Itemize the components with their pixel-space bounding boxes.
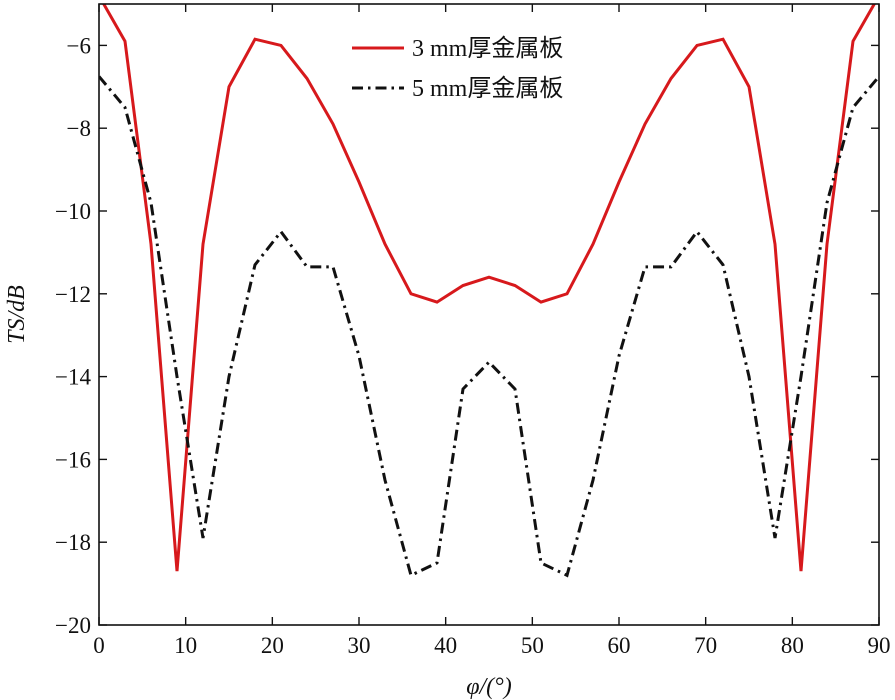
legend: 3 mm厚金属板 5 mm厚金属板: [352, 35, 563, 102]
y-tick-label: −8: [67, 116, 91, 141]
x-tick-label: 10: [174, 633, 197, 658]
y-tick-label: −6: [67, 33, 91, 58]
plot-frame: [98, 3, 880, 626]
legend-label-2: 5 mm厚金属板: [412, 75, 563, 102]
y-tick-label: −10: [55, 199, 91, 224]
y-tick-label: −12: [55, 282, 91, 307]
y-tick-label: −18: [55, 530, 91, 555]
axes: 0 10 20 30 40 50 60 70 80 90 −20 −18 −16 −14 −12 −10 −8 −…: [55, 3, 891, 658]
x-axis-title: φ/(°): [466, 674, 512, 700]
y-tick-label: −20: [55, 613, 91, 638]
x-tick-label: 50: [521, 633, 544, 658]
x-tick-label: 40: [434, 633, 457, 658]
plot-area: [99, 4, 879, 578]
x-tick-label: 20: [261, 633, 284, 658]
x-tick-label: 70: [694, 633, 717, 658]
x-tick-label: 60: [608, 633, 631, 658]
y-tick-label: −16: [55, 447, 91, 472]
x-tick-label: 90: [868, 633, 891, 658]
x-tick-label: 0: [93, 633, 105, 658]
series-line-1: [102, 4, 876, 572]
series-line-2: [99, 75, 879, 578]
y-tick-label: −14: [55, 365, 91, 390]
x-tick-label: 30: [348, 633, 371, 658]
y-axis-title: TS/dB: [4, 285, 30, 344]
legend-label-1: 3 mm厚金属板: [412, 35, 563, 62]
x-tick-label: 80: [781, 633, 804, 658]
